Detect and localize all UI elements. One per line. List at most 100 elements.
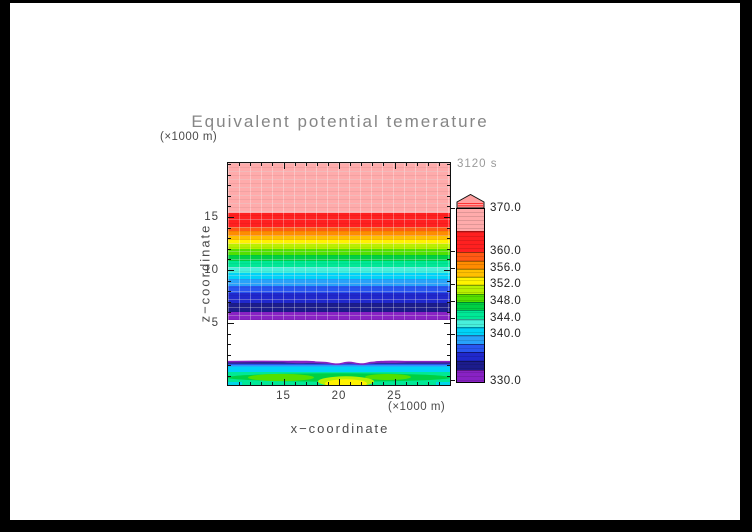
axis-tick [228,301,231,303]
colorbar-tick [451,380,455,381]
axis-tick [272,382,274,385]
x-tick-label: 20 [331,390,347,402]
colorbar-tick [451,208,455,209]
colorbar-segment [457,294,484,302]
contour-band [228,303,450,312]
colorbar-segment [457,327,484,335]
axis-tick [228,217,234,219]
contour-band [228,286,450,293]
axis-tick [228,238,231,240]
colorbar-segment [457,261,484,269]
contour-band [228,261,450,267]
axis-tick [261,163,263,166]
axis-tick [239,163,241,166]
contour-band [228,293,450,303]
colorbar-segment [457,335,484,344]
time-stamp-label: 3120 s [457,158,498,170]
colorbar-segment [457,302,484,310]
contour-band [228,273,450,279]
axis-tick [447,206,450,208]
colorbar-segment [457,231,484,252]
axis-tick [327,163,329,166]
contour-band [228,320,450,360]
axis-tick [447,248,450,250]
axis-tick [228,312,231,314]
axis-tick [447,174,450,176]
colorbar-segment [457,285,484,294]
colorbar-segment [457,370,484,382]
plot-area [227,162,451,386]
y-axis-unit-label: (×1000 m) [160,131,218,143]
colorbar-tick [451,334,455,335]
axis-tick [447,365,450,367]
axis-tick [228,333,231,335]
axis-tick [294,163,296,166]
axis-tick [447,354,450,356]
y-tick-label: 15 [204,211,219,224]
axis-tick [427,163,429,166]
axis-tick [447,259,450,261]
colorbar-tick-label: 330.0 [490,375,522,387]
contour-band [228,255,450,261]
colorbar-segment [457,269,484,277]
axis-tick [416,382,418,385]
axis-tick [394,379,396,385]
axis-tick [228,344,231,346]
colorbar-tick [451,301,455,302]
axis-tick [438,163,440,166]
axis-tick [405,163,407,166]
y-tick-label: 10 [204,264,219,277]
axis-tick [261,382,263,385]
axis-tick [444,270,450,272]
contour-band [228,244,450,249]
axis-tick [447,227,450,229]
colorbar-tick-label: 340.0 [490,328,522,340]
axis-tick [427,382,429,385]
axis-tick [327,382,329,385]
axis-tick [316,382,318,385]
axis-tick [228,280,231,282]
colorbar-tick-label: 352.0 [490,278,522,290]
contour-band [228,249,450,255]
axis-tick [250,163,252,166]
axis-tick [447,195,450,197]
axis-tick [372,382,374,385]
colorbar-tick [451,318,455,319]
axis-tick [305,382,307,385]
axis-tick [228,354,231,356]
axis-tick [444,323,450,324]
contour-band [228,279,450,286]
axis-tick [228,195,231,197]
axis-tick [444,217,450,219]
axis-tick [447,164,450,166]
x-axis-title: x−coordinate [290,421,390,436]
colorbar-tick [451,284,455,285]
axis-tick [239,382,241,385]
chart-title: Equivalent potential temerature [191,112,489,131]
axis-tick [361,382,363,385]
x-tick-label: 15 [276,390,291,402]
colorbar-tick [451,268,455,269]
axis-tick [447,312,450,314]
x-tick-label: 25 [387,390,402,402]
contour-band-stack [228,163,450,360]
axis-tick [447,238,450,240]
contour-band [228,312,450,320]
contour-band [228,236,450,240]
colorbar-overflow-arrow [456,194,485,208]
axis-tick [383,382,385,385]
colorbar-segment [457,344,484,352]
colorbar-segment [457,319,484,327]
axis-tick [416,163,418,166]
axis-tick [350,382,352,385]
axis-tick [405,382,407,385]
axis-tick [438,382,440,385]
colorbar-segment [457,310,484,319]
contour-band [228,231,450,236]
axis-tick [372,163,374,166]
axis-tick [228,185,231,187]
axis-tick [283,379,285,385]
axis-tick [228,291,231,293]
axis-tick [228,365,231,367]
